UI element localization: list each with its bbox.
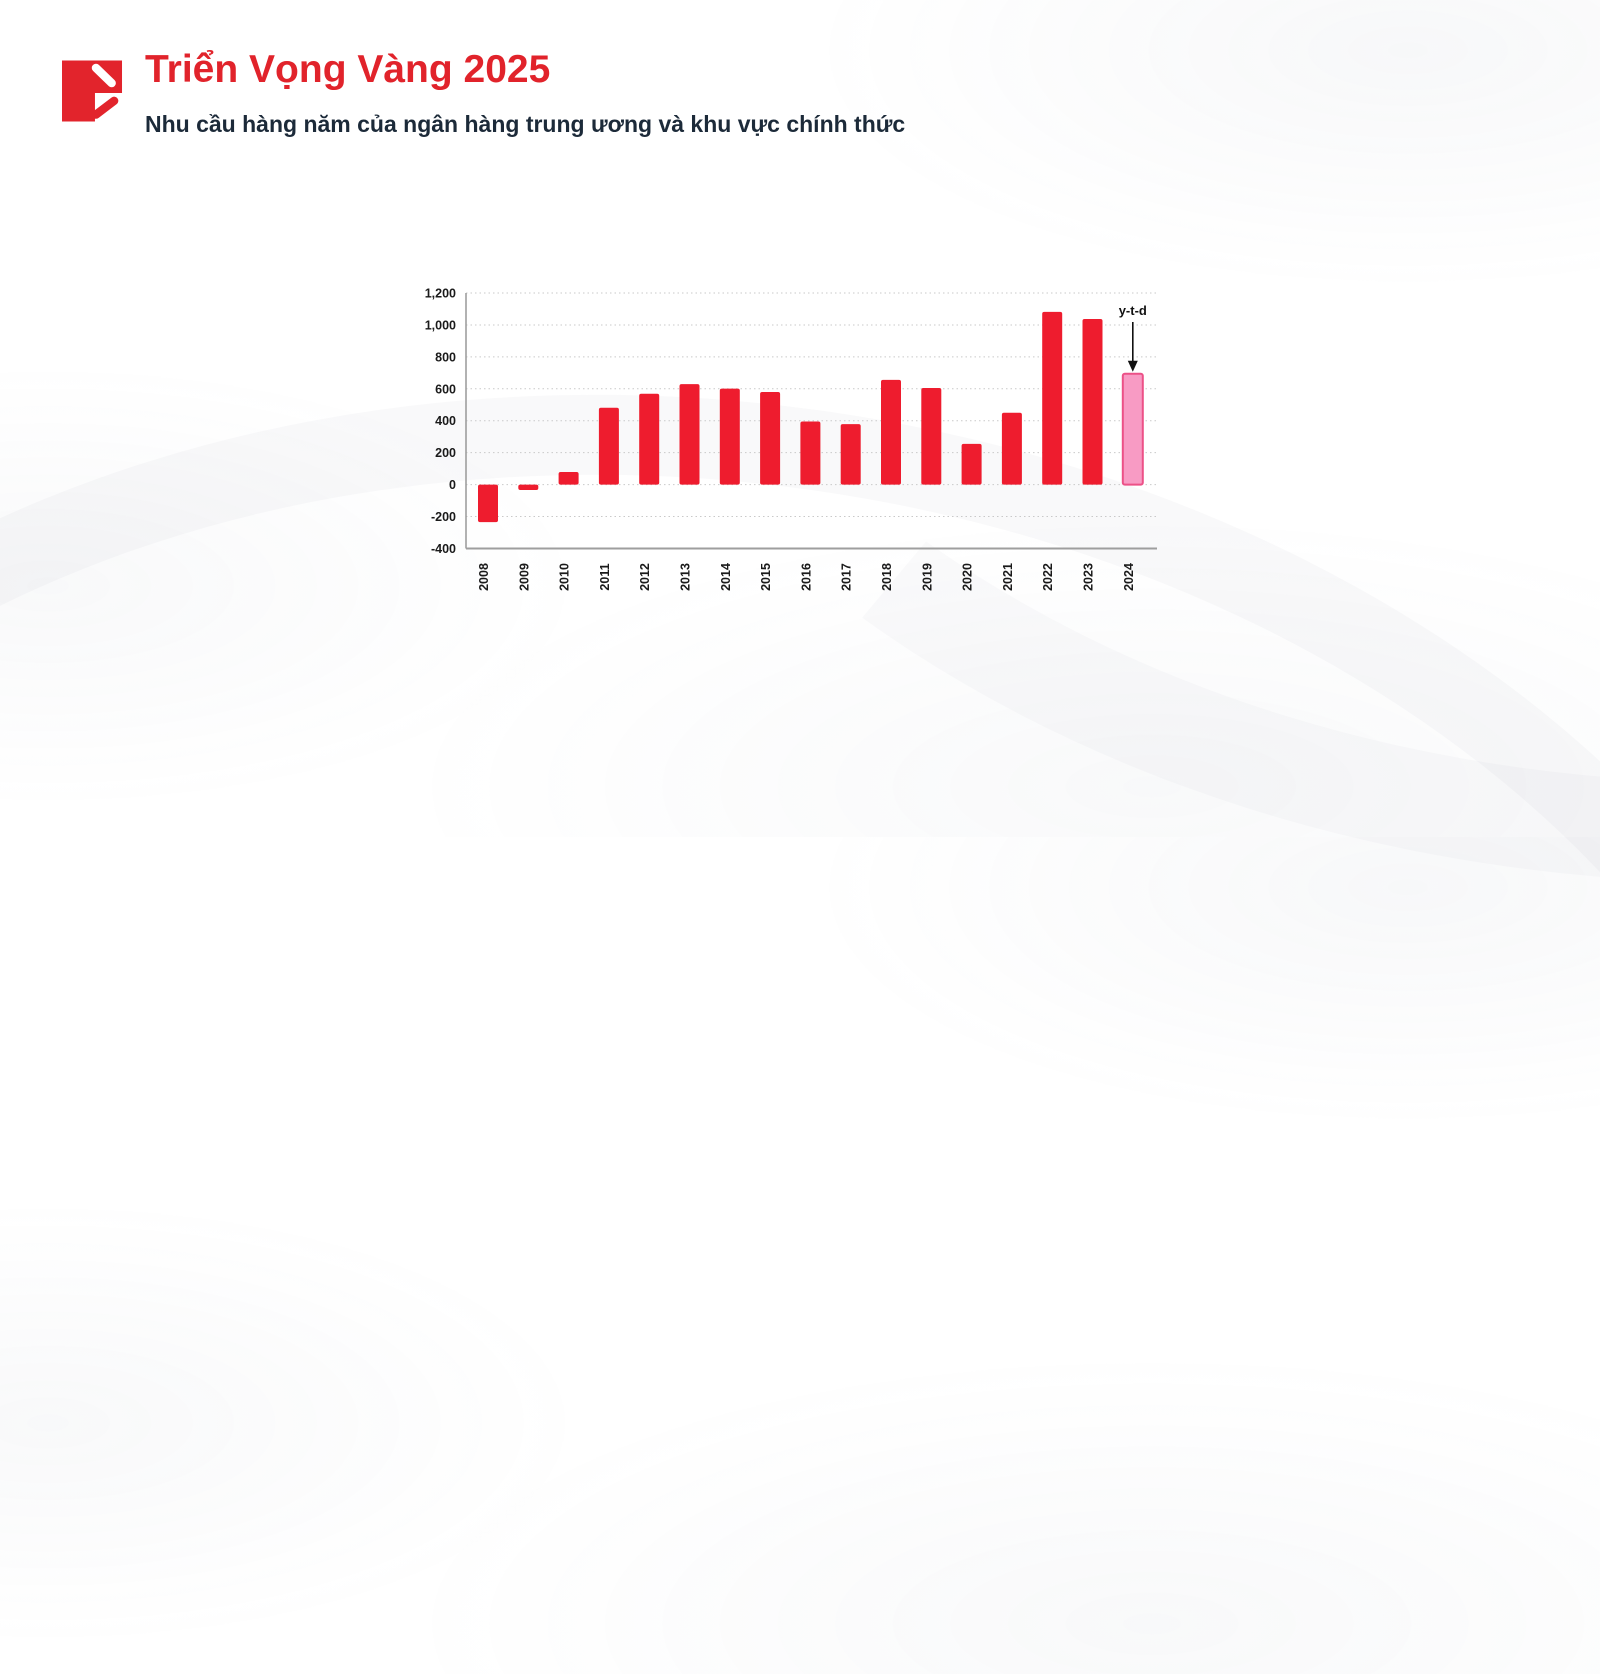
bar-2014 [719, 388, 740, 485]
chart-subtitle: Nhu cầu hàng năm của ngân hàng trung ươn… [145, 111, 906, 137]
x-tick-label: 2022 [1041, 563, 1055, 591]
x-tick-label: 2017 [840, 563, 854, 591]
brand-logo-icon [62, 60, 123, 122]
x-tick-label: 2010 [558, 563, 572, 591]
x-tick-label: 2018 [880, 563, 894, 591]
bar-2009 [518, 484, 539, 491]
x-tick-label: 2019 [920, 563, 934, 591]
bar-2020 [961, 443, 982, 485]
bar-2018 [881, 379, 901, 485]
y-tick-label: 1,000 [425, 318, 456, 332]
x-tick-label: 2024 [1122, 563, 1136, 591]
x-tick-label: 2012 [638, 563, 652, 591]
x-tick-label: 2021 [1001, 563, 1015, 591]
y-tick-label: -400 [431, 542, 456, 556]
ytd-arrow-head [1127, 360, 1138, 372]
y-tick-label: 200 [435, 446, 456, 460]
y-tick-label: 400 [435, 414, 456, 428]
bar-2021 [1001, 412, 1022, 485]
bar-2015 [760, 392, 781, 485]
y-tick-label: 0 [449, 478, 456, 492]
bar-2019 [921, 388, 942, 485]
bar-2016 [800, 421, 821, 485]
central-bank-gold-demand-chart: 1,200 1,000 800 600 400 200 0 -200 -400 2008 2009 2… [400, 280, 1190, 610]
ytd-label: y-t-d [1119, 303, 1147, 318]
y-tick-label: -200 [431, 510, 456, 524]
bar-2012 [639, 393, 660, 485]
y-tick-label: 1,200 [425, 287, 456, 301]
bar-2022 [1042, 311, 1063, 485]
x-tick-label: 2015 [759, 563, 773, 591]
bar-2023 [1082, 319, 1103, 485]
y-tick-label: 800 [435, 350, 456, 364]
bar-2024 [1121, 372, 1144, 486]
bar-chart-svg: 1,200 1,000 800 600 400 200 0 -200 -400 2008 2009 2… [425, 287, 1157, 591]
x-tick-label: 2014 [719, 563, 733, 591]
x-tick-label: 2016 [799, 563, 813, 591]
x-tick-label: 2013 [679, 563, 693, 591]
bar-2010 [558, 471, 579, 485]
x-tick-label: 2008 [477, 563, 491, 591]
bar-2013 [679, 384, 700, 485]
bar-2017 [840, 424, 861, 485]
x-tick-label: 2009 [517, 563, 531, 591]
x-tick-label: 2020 [961, 563, 975, 591]
x-tick-label: 2023 [1082, 563, 1096, 591]
page-title: Triển Vọng Vàng 2025 [145, 48, 551, 91]
slide-header: Triển Vọng Vàng 2025 Nhu cầu hàng năm củ… [0, 0, 1600, 170]
y-tick-label: 600 [435, 382, 456, 396]
x-tick-label: 2011 [598, 563, 612, 590]
bar-2011 [598, 407, 619, 485]
bar-2008 [478, 484, 498, 523]
